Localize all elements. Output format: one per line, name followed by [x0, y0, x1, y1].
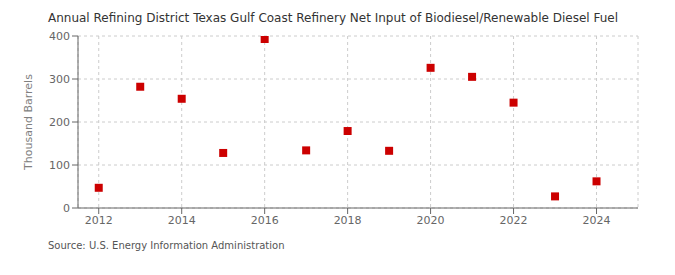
svg-text:400: 400 — [49, 30, 70, 43]
svg-text:2024: 2024 — [583, 214, 611, 227]
svg-text:Thousand Barrels: Thousand Barrels — [22, 74, 35, 171]
svg-text:2014: 2014 — [168, 214, 196, 227]
svg-text:2020: 2020 — [417, 214, 445, 227]
svg-text:2018: 2018 — [334, 214, 362, 227]
svg-text:2016: 2016 — [251, 214, 279, 227]
svg-text:0: 0 — [63, 202, 70, 215]
svg-text:100: 100 — [49, 159, 70, 172]
html-text:Source: U.S. Energy Informatio: Source: U.S. Energy Information Administ… — [48, 240, 285, 251]
svg-text:300: 300 — [49, 73, 70, 86]
html-text:Annual Refining District Texas: Annual Refining District Texas Gulf Coas… — [48, 11, 618, 25]
svg-text:2012: 2012 — [85, 214, 113, 227]
svg-text:2022: 2022 — [500, 214, 528, 227]
svg-text:200: 200 — [49, 116, 70, 129]
